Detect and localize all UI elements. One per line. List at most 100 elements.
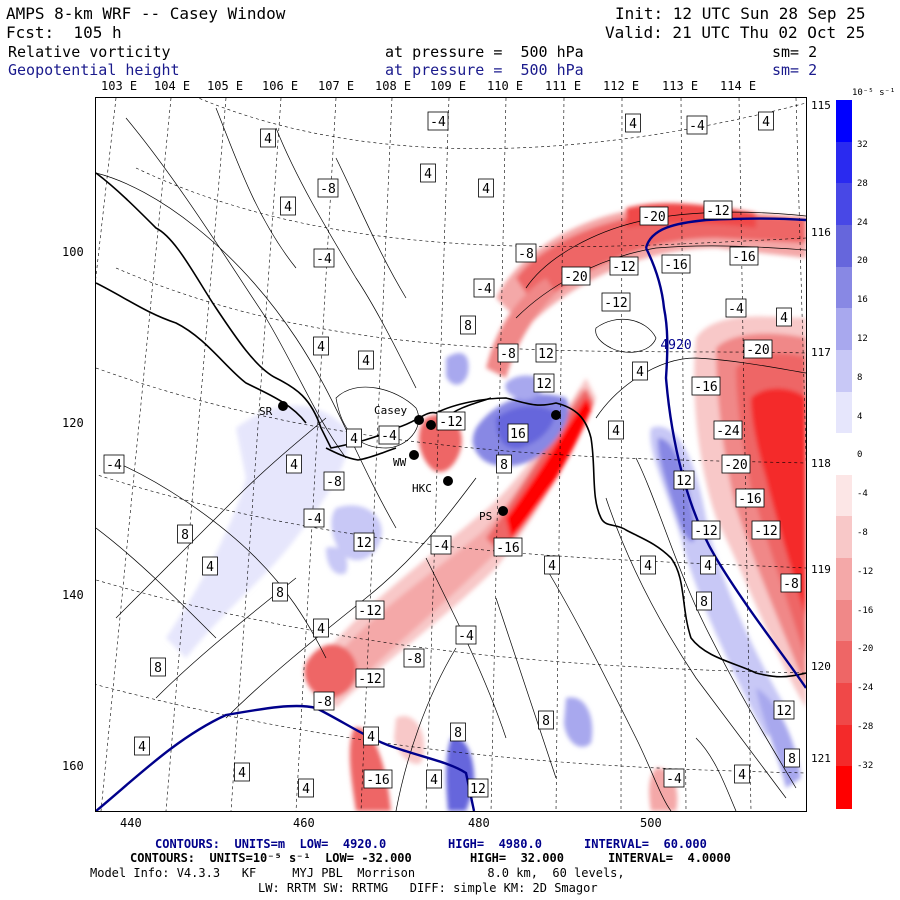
contour-label: -8: [780, 573, 802, 593]
colorbar-segment: [836, 599, 852, 643]
forecast-hour: Fcst: 105 h: [6, 23, 122, 42]
svg-text:8: 8: [464, 319, 472, 334]
svg-text:-4: -4: [433, 539, 449, 554]
x-tick: 500: [640, 816, 662, 830]
contour-label: 12: [673, 470, 695, 490]
footer-model-info: Model Info: V4.3.3 KF MYJ PBL Morrison 8…: [90, 866, 625, 880]
lon-label: 103 E: [101, 79, 138, 93]
contour-label: -20: [639, 206, 669, 226]
svg-text:12: 12: [356, 536, 372, 551]
contour-label: 12: [353, 532, 375, 552]
contour-label: -20: [743, 339, 773, 359]
svg-text:-16: -16: [366, 773, 389, 788]
valid-time: Valid: 21 UTC Thu 02 Oct 25: [605, 23, 866, 42]
x-tick: 440: [120, 816, 142, 830]
contour-label: 4: [776, 307, 792, 327]
contour-label: 12: [533, 373, 555, 393]
contour-label: -8: [317, 178, 339, 198]
contour-label: -20: [721, 454, 751, 474]
contour-label: 4: [420, 163, 436, 183]
contour-label: 4: [608, 420, 624, 440]
colorbar-label: 20: [857, 256, 868, 267]
contour-label: -16: [735, 488, 765, 508]
field1-level: at pressure = 500 hPa: [385, 43, 584, 61]
svg-text:-16: -16: [496, 541, 519, 556]
contour-label: 4: [426, 769, 442, 789]
colorbar-segment: [836, 349, 852, 393]
svg-text:4: 4: [362, 354, 370, 369]
x-tick: 480: [468, 816, 490, 830]
lon-label: 105 E: [207, 79, 244, 93]
svg-text:-8: -8: [326, 475, 342, 490]
colorbar-segment: [836, 474, 852, 518]
footer-vort-interval: INTERVAL= 4.0000: [608, 851, 731, 865]
contour-label: -8: [313, 691, 335, 711]
contour-label: -12: [751, 520, 781, 540]
contour-label: -4: [103, 454, 125, 474]
contour-label: -8: [403, 648, 425, 668]
height-contour-4920: [96, 217, 806, 811]
contour-label: -4: [455, 625, 477, 645]
contour-label: -16: [661, 254, 691, 274]
lon-label: 110 E: [487, 79, 524, 93]
svg-text:4: 4: [738, 768, 746, 783]
svg-text:16: 16: [510, 427, 526, 442]
contour-label: 4: [134, 736, 150, 756]
colorbar-segment: [836, 641, 852, 685]
svg-text:-4: -4: [728, 302, 744, 317]
x-tick: 460: [293, 816, 315, 830]
svg-text:4: 4: [238, 766, 246, 781]
lat-label: 119 E: [811, 563, 845, 576]
lon-label: 106 E: [262, 79, 299, 93]
contour-label: -20: [561, 266, 591, 286]
contour-label: 12: [535, 343, 557, 363]
contour-label: -16: [363, 769, 393, 789]
svg-text:12: 12: [776, 704, 792, 719]
station-hkc-marker: [443, 476, 453, 486]
svg-text:4: 4: [780, 311, 788, 326]
contour-label: -16: [729, 246, 759, 266]
svg-text:8: 8: [276, 586, 284, 601]
contour-label: 4920: [660, 338, 691, 353]
lat-label: 116 E: [811, 226, 845, 239]
contour-label: 8: [460, 315, 476, 335]
contour-label: 4: [640, 555, 656, 575]
contour-label: -4: [725, 298, 747, 318]
contour-label: 12: [467, 778, 489, 798]
contour-label: 4: [280, 196, 296, 216]
svg-text:-16: -16: [738, 492, 761, 507]
contour-label: 4: [313, 336, 329, 356]
contour-label: -16: [493, 537, 523, 557]
colorbar-segment: [836, 724, 852, 768]
svg-text:-8: -8: [406, 652, 422, 667]
contour-label: 4: [625, 113, 641, 133]
contour-label: 4: [478, 178, 494, 198]
svg-text:-4: -4: [458, 629, 474, 644]
lat-label: 118 E: [811, 457, 845, 470]
colorbar-label: 16: [857, 295, 868, 306]
colorbar-label: -32: [857, 760, 874, 771]
contour-label: 4: [358, 350, 374, 370]
svg-text:4: 4: [302, 782, 310, 797]
contour-label: -8: [323, 471, 345, 491]
field1-name: Relative vorticity: [8, 43, 171, 61]
lon-label: 107 E: [318, 79, 355, 93]
contour-label: 4: [260, 128, 276, 148]
station-casey-marker: [414, 415, 424, 425]
svg-text:8: 8: [788, 752, 796, 767]
svg-text:4: 4: [317, 340, 325, 355]
svg-text:4: 4: [430, 773, 438, 788]
colorbar-segment: [836, 766, 852, 809]
svg-text:8: 8: [154, 661, 162, 676]
graticule: [96, 98, 806, 811]
footer-height-high: HIGH= 4980.0: [448, 837, 542, 851]
contour-label: -12: [355, 600, 385, 620]
station-east-marker: [551, 410, 561, 420]
colorbar-label: -28: [857, 722, 874, 732]
svg-text:4: 4: [350, 432, 358, 447]
svg-text:-16: -16: [694, 380, 717, 395]
map-plot[interactable]: 4 -4 4 -4 4 4 -8 4 4 -20 -12 -4 -8 -20 -12 -16 -16 -4 -12 -…: [95, 97, 807, 812]
field2-smoothing: sm= 2: [772, 61, 818, 79]
contour-label: 4: [632, 361, 648, 381]
colorbar-label: 28: [857, 178, 868, 189]
